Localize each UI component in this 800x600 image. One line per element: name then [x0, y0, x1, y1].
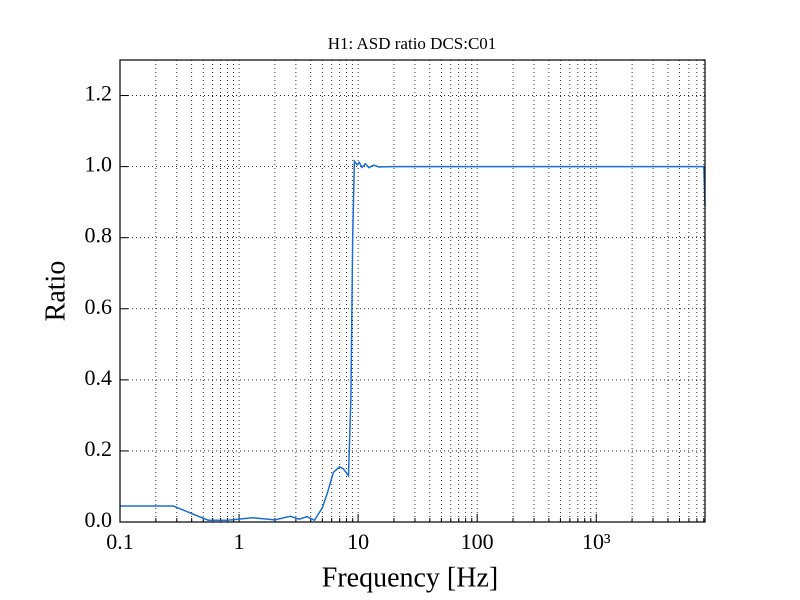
y-tick-label: 1.2 [85, 81, 113, 106]
x-tick-label: 100 [461, 529, 494, 554]
y-tick-label: 0.4 [85, 365, 113, 390]
x-tick-label: 0.1 [106, 529, 134, 554]
y-tick-label: 0.0 [85, 507, 113, 532]
chart-title: H1: ASD ratio DCS:C01 [328, 34, 497, 53]
x-tick-label: 10³ [582, 529, 611, 554]
y-tick-label: 1.0 [85, 152, 113, 177]
y-axis-label: Ratio [40, 261, 71, 322]
x-tick-label: 10 [347, 529, 369, 554]
x-tick-label: 1 [234, 529, 245, 554]
y-tick-label: 0.2 [85, 436, 113, 461]
data-line [120, 159, 706, 522]
y-tick-label: 0.8 [85, 223, 113, 248]
x-axis-label: Frequency [Hz] [322, 562, 498, 593]
plot-frame [119, 59, 706, 523]
y-tick-label: 0.6 [85, 294, 113, 319]
